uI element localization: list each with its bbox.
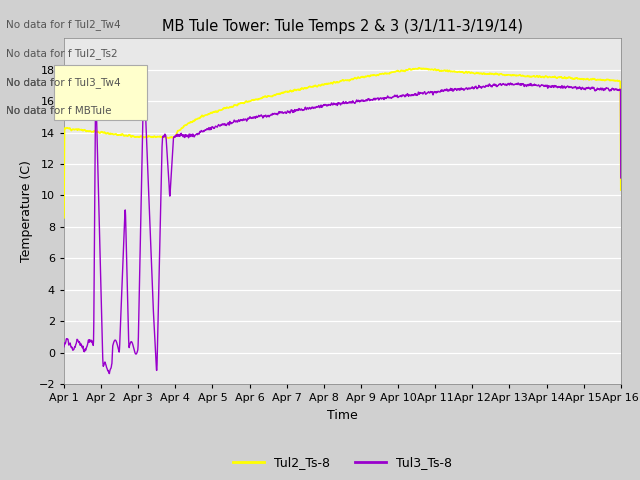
X-axis label: Time: Time xyxy=(327,408,358,421)
Text: No data for f Tul3_Tw4: No data for f Tul3_Tw4 xyxy=(6,77,121,88)
Title: MB Tule Tower: Tule Temps 2 & 3 (3/1/11-3/19/14): MB Tule Tower: Tule Temps 2 & 3 (3/1/11-… xyxy=(162,20,523,35)
Text: No data for f MBTule: No data for f MBTule xyxy=(6,106,112,116)
Text: No data for f Tul3_Tw4: No data for f Tul3_Tw4 xyxy=(6,77,121,88)
Legend: Tul2_Ts-8, Tul3_Ts-8: Tul2_Ts-8, Tul3_Ts-8 xyxy=(228,452,457,475)
Text: No data for f Tul2_Ts2: No data for f Tul2_Ts2 xyxy=(6,48,118,59)
Y-axis label: Temperature (C): Temperature (C) xyxy=(20,160,33,262)
Text: No data for f MBTule: No data for f MBTule xyxy=(6,106,112,116)
Text: No data for f Tul2_Tw4: No data for f Tul2_Tw4 xyxy=(6,19,121,30)
